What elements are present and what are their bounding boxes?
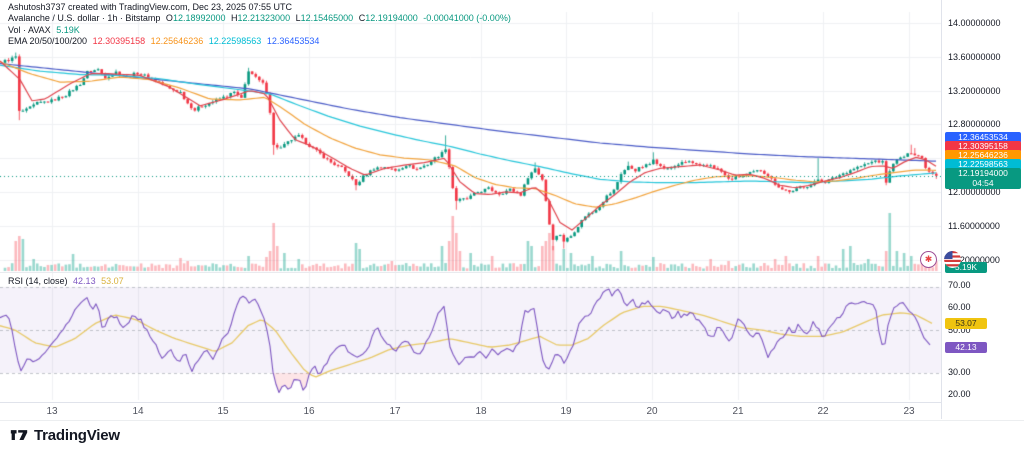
- rsi-label: RSI (14, close): [8, 276, 68, 286]
- rsi-legend[interactable]: RSI (14, close) 42.13 53.07: [8, 276, 127, 287]
- symbol-legend[interactable]: Avalanche / U.S. dollar · 1h · Bitstamp …: [8, 13, 514, 24]
- axis-price-badge: 12.30395158: [945, 141, 1021, 152]
- ohlc-high-label: H: [231, 13, 238, 23]
- ema100-value: 12.22598563: [208, 36, 262, 46]
- time-axis-label: 22: [817, 406, 829, 417]
- tradingview-logo-text: TradingView: [34, 427, 120, 444]
- axis-price-label: 14.00000000: [948, 18, 1001, 28]
- ema20-value: 12.30395158: [92, 36, 146, 46]
- ema-label: EMA 20/50/100/200: [8, 36, 88, 46]
- axis-price-label: 50.00: [948, 325, 971, 335]
- ema50-value: 12.25646236: [150, 36, 204, 46]
- axis-price-badge: 53.07: [945, 318, 987, 329]
- attribution-label: Ashutosh3737 created with TradingView.co…: [8, 2, 293, 12]
- rsi-ma-value: 53.07: [101, 276, 124, 286]
- axis-price-label: 13.20000000: [948, 86, 1001, 96]
- chart-plot-area[interactable]: [0, 0, 941, 402]
- avax-logo-icon: ✱: [920, 251, 937, 268]
- price-axis[interactable]: 14.00000000 13.60000000 13.20000000 12.8000…: [941, 0, 1024, 419]
- avax-glyph: ✱: [924, 254, 933, 264]
- axis-price-badge: 5.19K: [945, 262, 987, 273]
- volume-legend[interactable]: Vol · AVAX 5.19K: [8, 25, 83, 36]
- axis-price-label: 11.60000000: [948, 221, 1000, 231]
- ohlc-close-label: C: [358, 13, 366, 23]
- axis-price-badge: 12.22598563: [945, 159, 1021, 170]
- axis-price-label: 11.20000000: [948, 255, 1000, 265]
- pane-divider[interactable]: [0, 272, 1024, 273]
- symbol-title[interactable]: Avalanche / U.S. dollar · 1h · Bitstamp: [8, 13, 161, 23]
- change-value: -0.00041000 (-0.00%): [423, 13, 511, 23]
- ohlc-low-value: 12.15465000: [300, 13, 354, 23]
- us-flag-icon: [944, 251, 961, 268]
- time-axis-label: 23: [903, 406, 915, 417]
- axis-price-label: 30.00: [948, 367, 971, 377]
- axis-price-badge: 12.36453534: [945, 132, 1021, 143]
- time-axis-label: 15: [217, 406, 229, 417]
- time-axis-label: 14: [132, 406, 144, 417]
- time-axis-label: 19: [560, 406, 572, 417]
- axis-price-badge: 42.13: [945, 342, 987, 353]
- ema200-value: 12.36453534: [266, 36, 320, 46]
- ohlc-close-value: 12.19194000: [365, 13, 418, 23]
- axis-price-label: 12.00000000: [948, 187, 1001, 197]
- attribution-text: Ashutosh3737 created with TradingView.co…: [8, 2, 295, 13]
- axis-price-badge: 12.25646236: [945, 150, 1021, 161]
- axis-price-label: 13.60000000: [948, 52, 1001, 62]
- ema-legend[interactable]: EMA 20/50/100/200 12.30395158 12.2564623…: [8, 36, 322, 47]
- ohlc-low-label: L: [295, 13, 301, 23]
- time-axis-label: 13: [46, 406, 58, 417]
- volume-label: Vol · AVAX: [8, 25, 51, 35]
- volume-value: 5.19K: [56, 25, 80, 35]
- tradingview-logo[interactable]: TradingView: [10, 427, 120, 444]
- time-axis-label: 21: [732, 406, 744, 417]
- time-axis-label: 20: [646, 406, 658, 417]
- time-axis[interactable]: 13 14 15 16 17 18 19 20 21 22 23: [0, 402, 1024, 421]
- ohlc-open-value: 12.18992000: [172, 13, 226, 23]
- tradingview-logo-mark: [10, 430, 28, 440]
- time-axis-label: 16: [303, 406, 315, 417]
- axis-price-label: 12.80000000: [948, 119, 1001, 129]
- ohlc-high-value: 12.21323000: [237, 13, 291, 23]
- axis-price-label: 70.00: [948, 280, 971, 290]
- us-flag-graphic: [944, 251, 961, 268]
- time-axis-label: 18: [475, 406, 487, 417]
- rsi-value: 42.13: [73, 276, 96, 286]
- axis-price-badge: 12.19194000 04:54: [945, 168, 1021, 189]
- axis-price-label: 60.00: [948, 302, 971, 312]
- axis-price-label: 20.00: [948, 389, 971, 399]
- countdown-timer: 04:54: [972, 178, 994, 188]
- ohlc-open-label: O: [165, 13, 173, 23]
- time-axis-label: 17: [389, 406, 401, 417]
